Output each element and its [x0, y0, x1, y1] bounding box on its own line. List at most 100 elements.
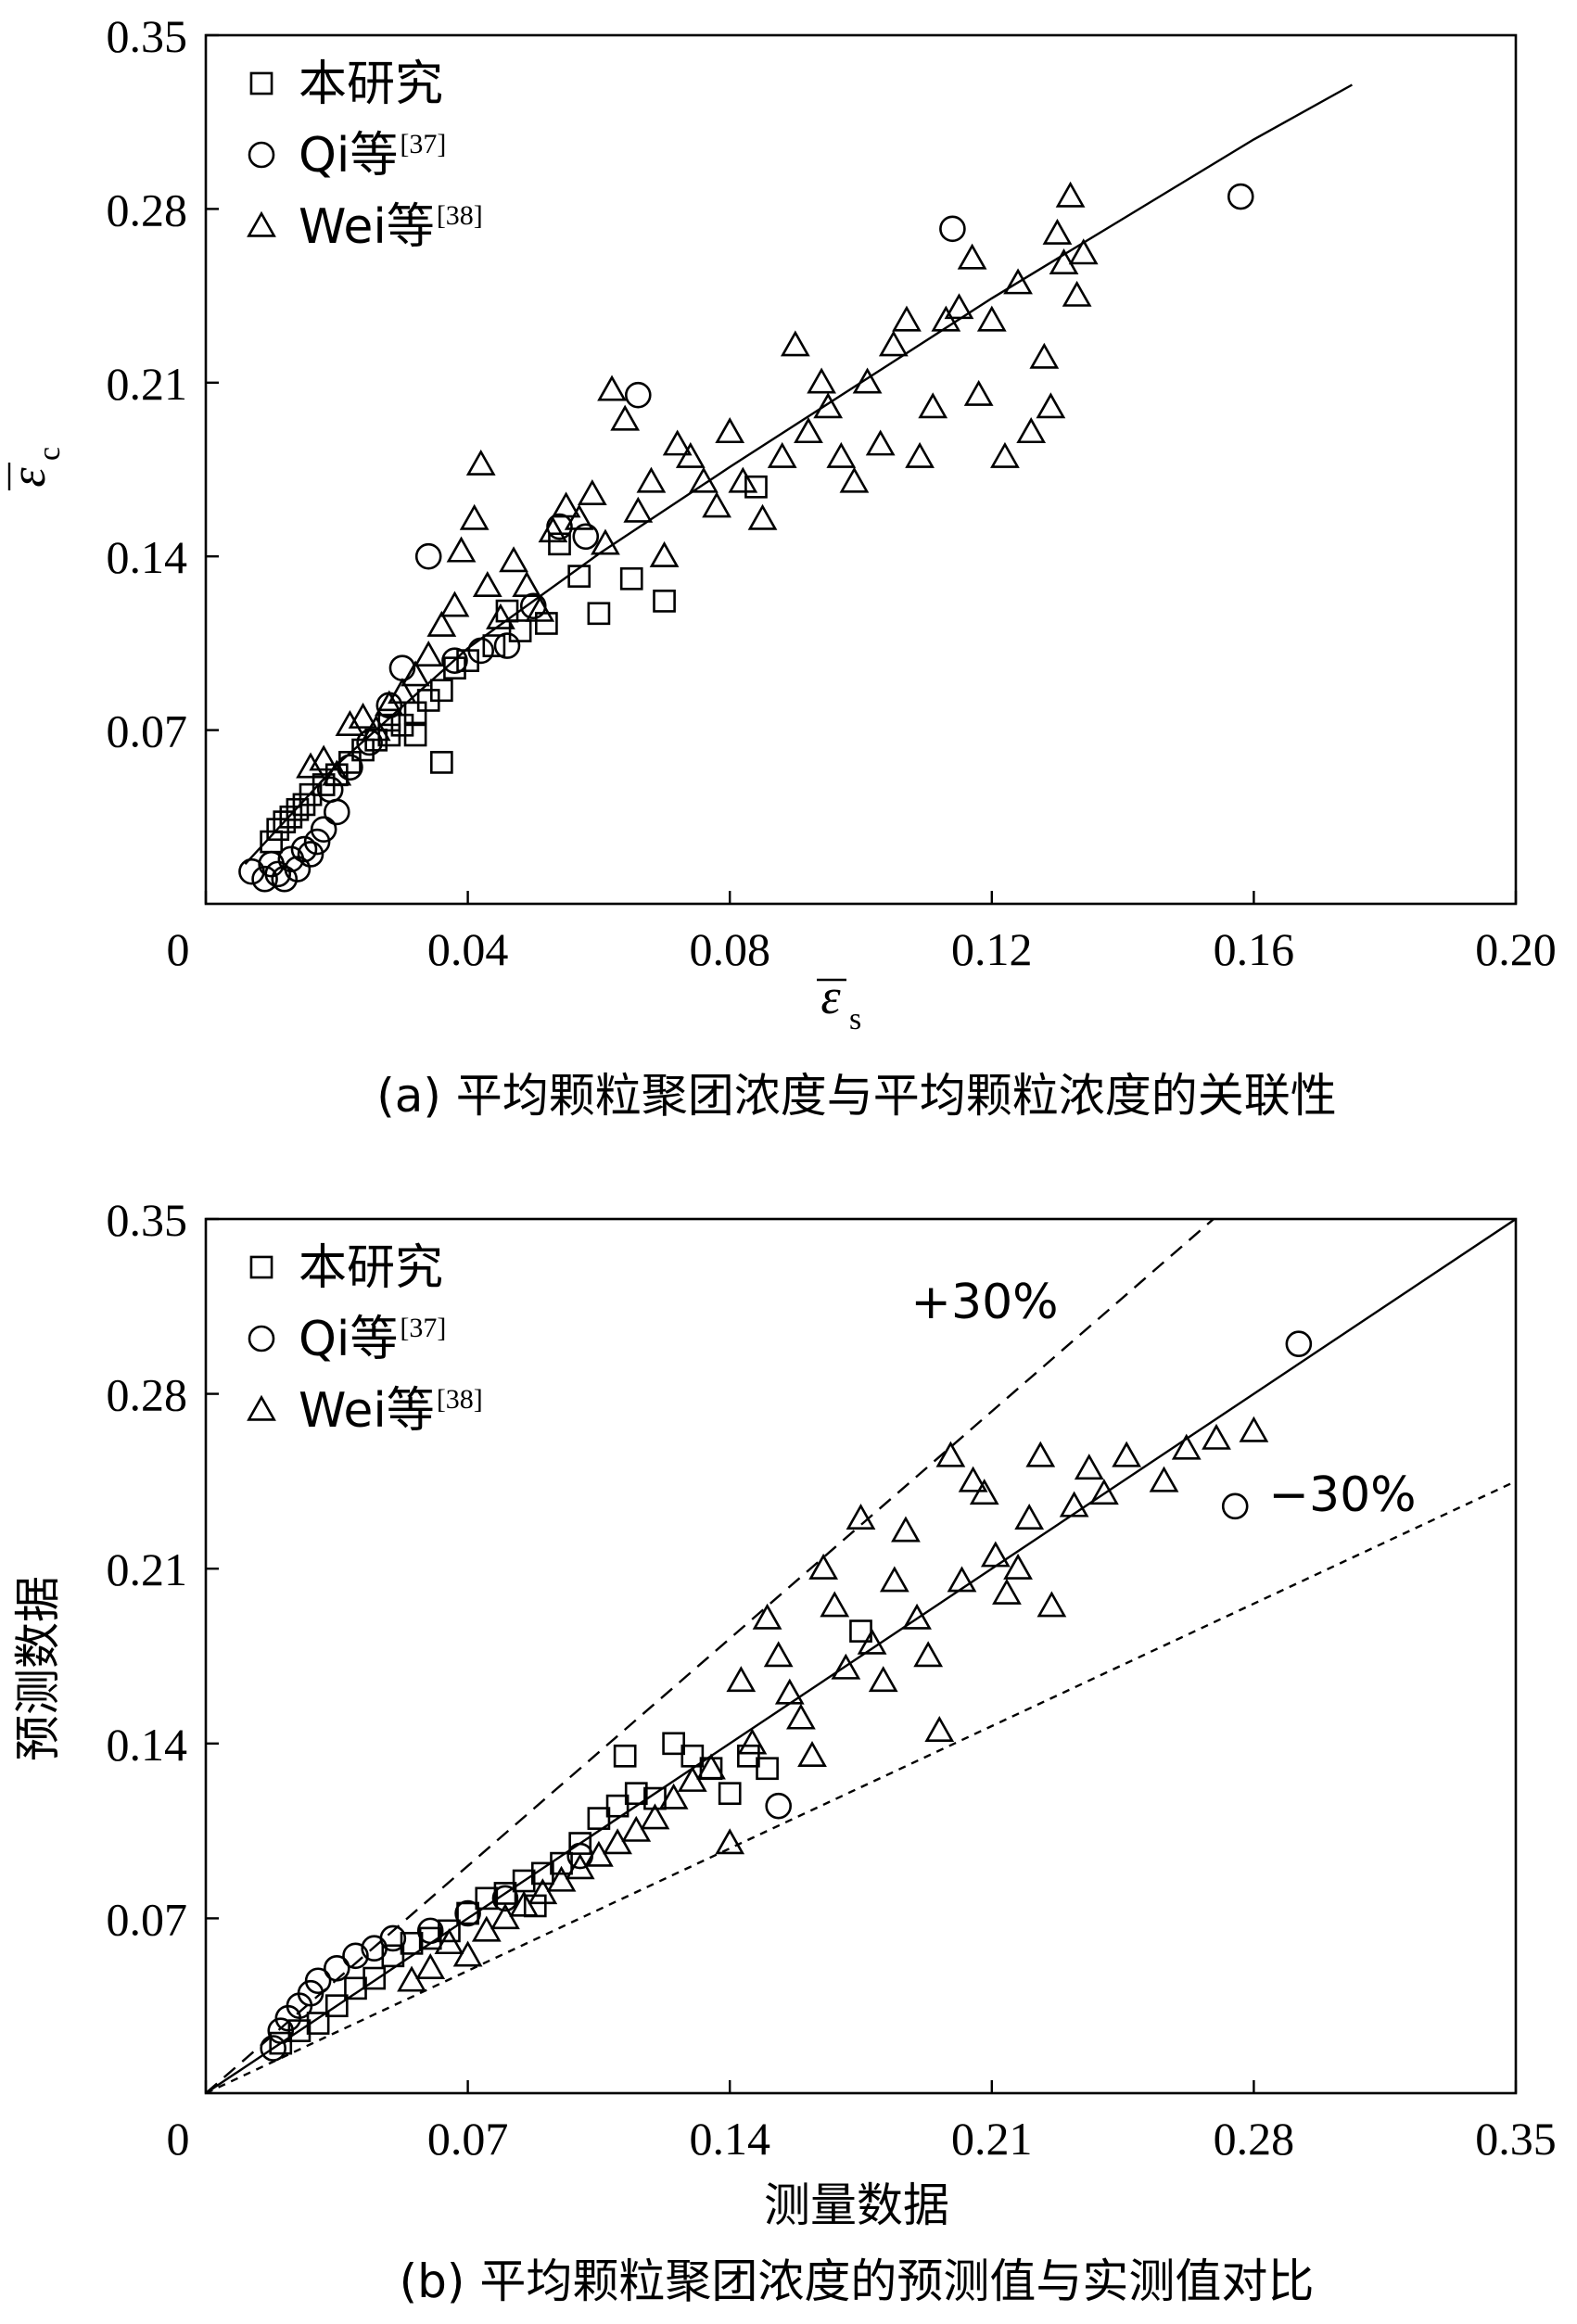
panel-a-point-triangle	[715, 417, 745, 444]
panel-b-point-triangle	[1239, 1416, 1269, 1442]
panel-a-point-triangle	[957, 243, 987, 270]
panel-a-point-square	[286, 797, 310, 821]
panel-a-point-triangle	[465, 449, 496, 476]
panel-b-point-circle	[323, 1954, 350, 1982]
panel-b-point-triangle	[726, 1666, 757, 1693]
panel-a-point-triangle	[878, 330, 909, 357]
panel-b-y-tick-label: 0.14	[107, 1719, 188, 1771]
panel-b-point-triangle	[546, 1865, 577, 1892]
panel-a-point-triangle	[1036, 392, 1066, 419]
panel-b-point-triangle	[958, 1466, 988, 1492]
panel-b-line-dotted	[206, 1479, 1516, 2093]
panel-b-point-circle	[304, 1967, 332, 1995]
panel-a-y-tick-label: 0.07	[107, 705, 188, 757]
panel-b-point-triangle	[658, 1783, 689, 1810]
panel-b-point-triangle	[434, 1928, 464, 1955]
panel-a-point-triangle	[322, 759, 352, 786]
panel-b-point-circle	[454, 1899, 481, 1927]
panel-a-legend-marker-triangle	[247, 210, 276, 237]
panel-a-point-circle	[939, 215, 966, 243]
panel-a-point-triangle	[1062, 280, 1092, 307]
panel-a-point-circle	[271, 865, 299, 893]
panel-b-point-square	[475, 1886, 499, 1911]
panel-b-point-triangle	[415, 1953, 446, 1979]
panel-b-point-square	[438, 1919, 461, 1943]
panel-b-y-tick-label: 0.07	[107, 1893, 188, 1945]
panel-a-point-triangle	[499, 546, 528, 573]
panel-a-point-triangle	[675, 441, 706, 468]
panel-a-point-square	[482, 634, 506, 657]
panel-a-point-circle	[238, 857, 265, 885]
panel-b-x-tick-label: 0.07	[427, 2113, 509, 2165]
panel-a-point-triangle	[662, 429, 693, 456]
panel-a-point-circle	[441, 647, 468, 674]
panel-a-point-circle	[624, 381, 652, 409]
panel-a-point-triangle	[826, 441, 857, 468]
panel-b-legend-marker-square	[249, 1255, 273, 1279]
panel-b-point-square	[756, 1757, 779, 1781]
panel-a-x-tick-label: 0.20	[1475, 923, 1557, 975]
panel-a-point-triangle	[446, 536, 477, 563]
panel-a-plot-area	[204, 33, 1518, 906]
panel-b-y-tick-label: 0.28	[107, 1369, 188, 1421]
panel-b-point-triangle	[737, 1728, 768, 1755]
panel-b-caption: (b) 平均颗粒聚团浓度的预测值与实测值对比	[400, 2254, 1315, 2308]
panel-a-point-square	[273, 810, 297, 834]
panel-b-legend-marker-triangle	[247, 1394, 276, 1421]
panel-b-legend-label: 本研究	[299, 1240, 443, 1296]
panel-a-legend-label: Wei等	[299, 199, 435, 255]
panel-b-point-square	[306, 2012, 330, 2035]
panel-a-point-circle	[297, 841, 324, 868]
panel-b-point-square	[662, 1732, 685, 1756]
panel-a-point-circle	[303, 828, 331, 856]
panel-b-point-triangle	[992, 1578, 1022, 1605]
panel-a-frame	[204, 33, 1518, 906]
panel-a-point-triangle	[807, 367, 836, 394]
panel-a-point-triangle	[401, 660, 430, 687]
panel-b-point-triangle	[715, 1828, 745, 1855]
panel-b-point-square	[624, 1782, 648, 1806]
panel-a-point-triangle	[623, 496, 654, 523]
panel-b-point-triangle	[509, 1890, 540, 1917]
panel-a-point-triangle	[388, 678, 417, 705]
panel-b-point-triangle	[1149, 1466, 1179, 1492]
panel-a-y-tick-label: 0.14	[107, 531, 188, 583]
panel-b-point-triangle	[846, 1504, 876, 1530]
panel-b-point-triangle	[786, 1703, 816, 1730]
panel-b-point-circle	[342, 1942, 369, 1970]
panel-a-y-tick-label: 0.28	[107, 184, 188, 235]
panel-b-point-triangle	[696, 1753, 726, 1780]
panel-b-point-triangle	[584, 1840, 614, 1867]
panel-a-point-triangle	[1003, 268, 1033, 295]
panel-b-point-triangle	[1089, 1479, 1119, 1505]
panel-a-legend-marker-square	[249, 71, 273, 95]
panel-a-point-triangle	[512, 571, 542, 598]
panel-b-point-triangle	[969, 1479, 999, 1505]
panel-a-point-triangle	[564, 503, 594, 530]
panel-b-legend-label: Qi等	[299, 1312, 398, 1367]
panel-a-point-triangle	[794, 417, 823, 444]
panel-a-ylabel-sub: c	[32, 447, 67, 461]
panel-a-y-tick-label: 0.35	[107, 10, 188, 62]
panel-b-point-triangle	[677, 1765, 707, 1792]
panel-a-point-triangle	[459, 503, 490, 530]
panel-b-point-triangle	[1171, 1433, 1202, 1460]
panel-a-x-tick-label: 0.12	[951, 923, 1033, 975]
panel-a-point-triangle	[361, 715, 391, 742]
panel-a-point-square	[744, 475, 768, 499]
panel-b-point-square	[718, 1782, 742, 1806]
panel-a-point-triangle	[976, 305, 1007, 332]
panel-b-x-tick-label: 0	[167, 2113, 190, 2165]
panel-b-point-triangle	[1074, 1454, 1104, 1480]
panel-a-caption: (a) 平均颗粒聚团浓度与平均颗粒浓度的关联性	[376, 1069, 1337, 1123]
panel-b-point-triangle	[879, 1566, 909, 1593]
panel-a-point-triangle	[852, 367, 883, 394]
panel-b-plot-area	[204, 1217, 1518, 2095]
panel-a-point-triangle	[597, 375, 627, 401]
panel-a-point-circle	[310, 816, 337, 843]
panel-b-point-triangle	[452, 1940, 483, 1967]
panel-b-point-triangle	[763, 1641, 794, 1668]
panel-a-legend-marker-circle	[248, 141, 275, 169]
panel-b-y-tick-label: 0.35	[107, 1194, 188, 1246]
